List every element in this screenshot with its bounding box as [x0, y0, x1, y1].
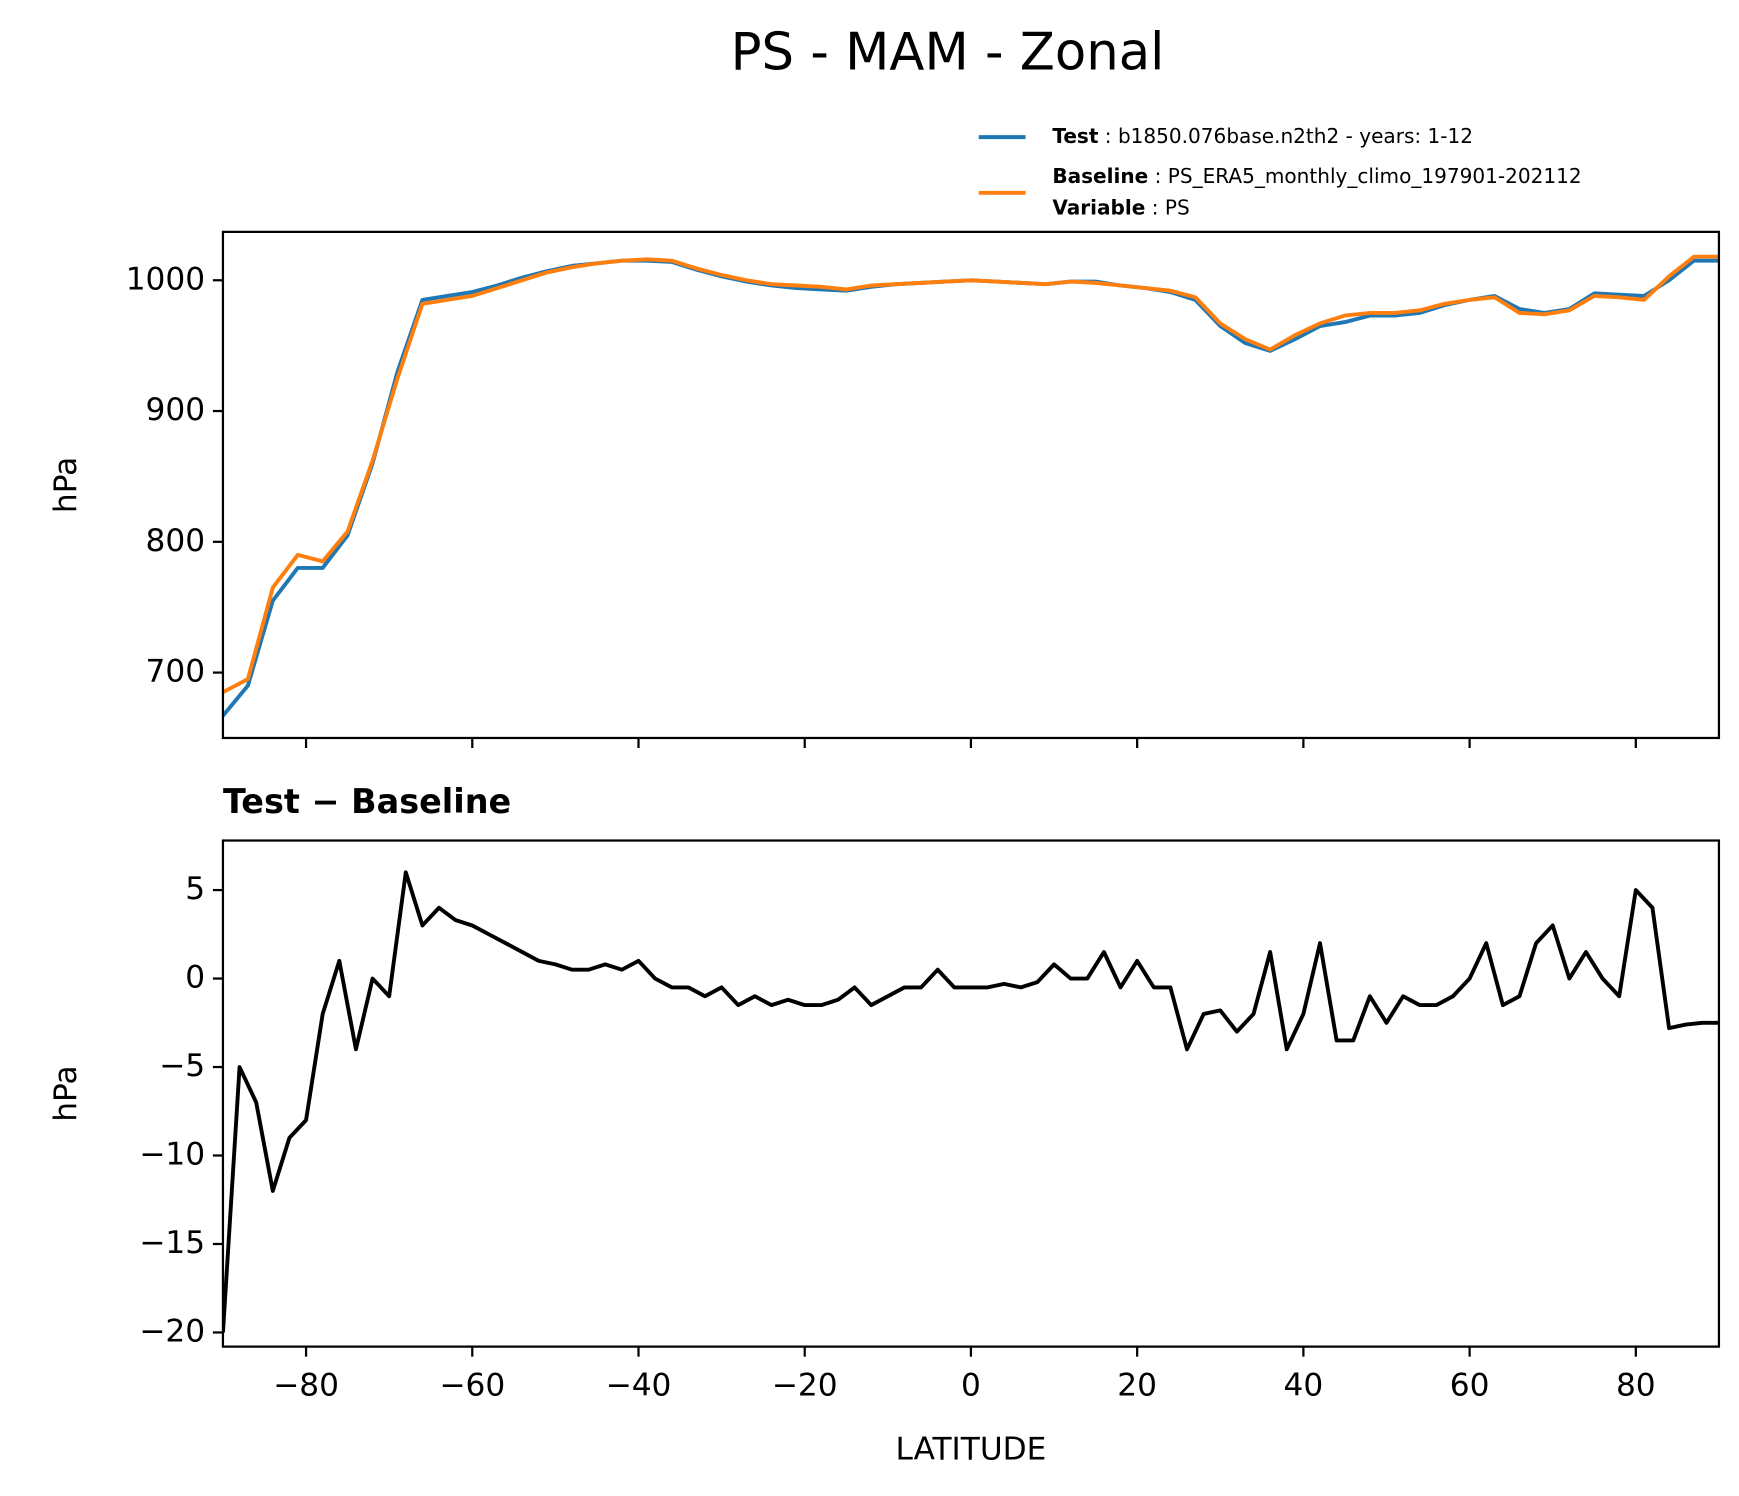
legend-entry: Test : b1850.076base.n2th2 - years: 1-12: [1052, 124, 1473, 148]
legend-sep: :: [1148, 164, 1168, 188]
y-tick-label: 5: [185, 871, 205, 907]
x-tick-label: −60: [439, 1368, 505, 1404]
y-tick-label: 0: [185, 960, 205, 996]
legend-name: Variable: [1052, 195, 1145, 219]
figure-title: PS - MAM - Zonal: [731, 23, 1165, 83]
panel-title: Test − Baseline: [223, 782, 511, 821]
x-tick-label: 0: [961, 1368, 981, 1404]
x-tick-label: 20: [1117, 1368, 1157, 1404]
x-tick-label: −40: [606, 1368, 672, 1404]
series-line: [222, 870, 1719, 1333]
plot-frame: [221, 230, 1721, 740]
x-tick-label: 40: [1284, 1368, 1324, 1404]
legend-entry: Baseline : PS_ERA5_monthly_climo_197901-…: [1052, 164, 1581, 188]
x-tick-label: 80: [1616, 1368, 1656, 1404]
legend-label: b1850.076base.n2th2 - years: 1-12: [1118, 124, 1473, 148]
x-tick-label: 60: [1450, 1368, 1490, 1404]
series-line: [222, 258, 1719, 717]
legend-name: Baseline: [1052, 164, 1148, 188]
y-tick-label: −15: [139, 1225, 205, 1261]
legend-name: Test: [1052, 124, 1099, 148]
y-tick-label: 1000: [126, 261, 205, 297]
legend-sep: :: [1098, 124, 1118, 148]
y-axis-label: hPa: [48, 457, 84, 513]
legend-sep: :: [1145, 195, 1165, 219]
y-tick-label: 700: [146, 654, 206, 690]
y-tick-label: 900: [146, 392, 206, 428]
plot-frame: [221, 839, 1721, 1348]
x-axis-label: LATITUDE: [895, 1431, 1046, 1467]
y-tick-label: −20: [139, 1313, 205, 1349]
y-tick-label: −10: [139, 1137, 205, 1173]
legend-label: PS: [1165, 195, 1190, 219]
y-axis-label: hPa: [48, 1065, 84, 1121]
x-tick-label: −80: [273, 1368, 339, 1404]
series-line: [222, 254, 1719, 694]
y-tick-label: 800: [146, 523, 206, 559]
x-tick-label: −20: [772, 1368, 838, 1404]
legend-entry: Variable : PS: [1052, 195, 1189, 219]
legend-label: PS_ERA5_monthly_climo_197901-202112: [1168, 164, 1582, 188]
y-tick-label: −5: [159, 1048, 205, 1084]
